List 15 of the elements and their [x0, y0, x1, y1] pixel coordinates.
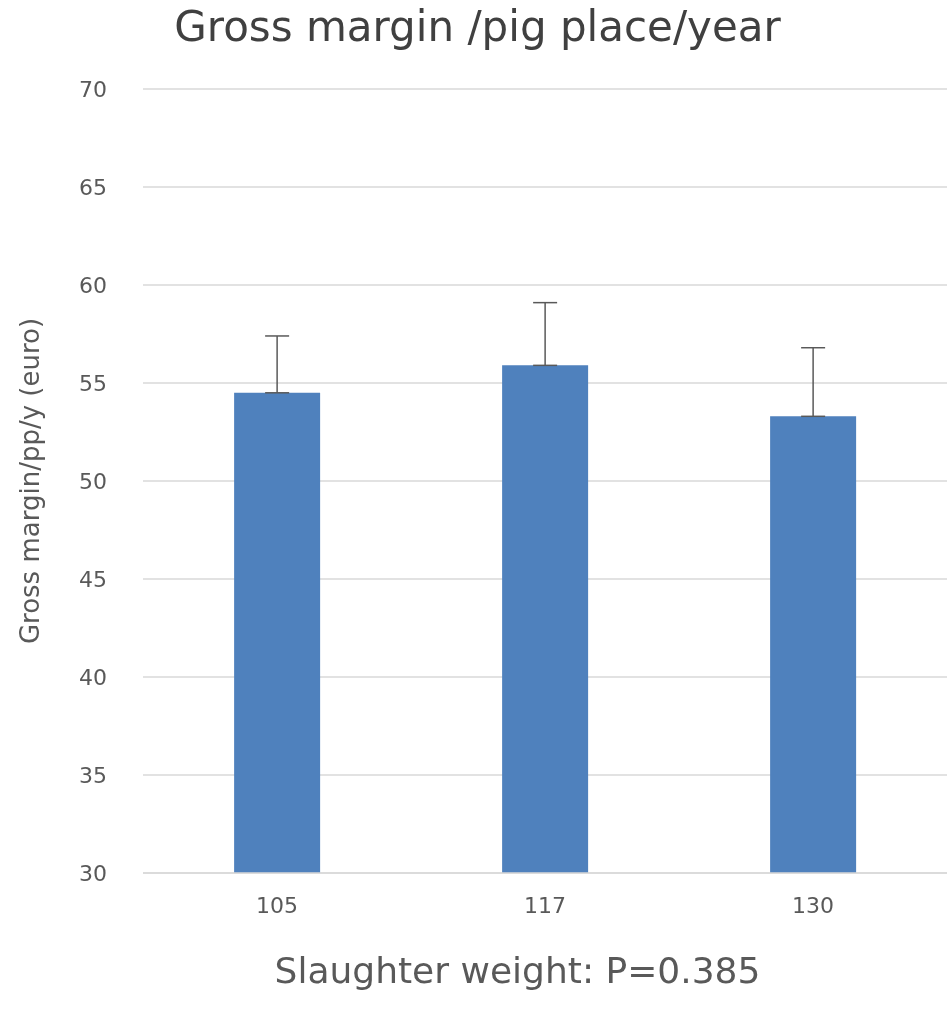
x-tick-label: 117 — [524, 892, 566, 918]
x-tick-label: 130 — [792, 892, 834, 918]
chart-title: Gross margin /pig place/year — [173, 2, 782, 51]
y-tick-label: 30 — [79, 860, 107, 886]
y-tick-label: 45 — [79, 566, 107, 592]
y-tick-label: 55 — [79, 370, 107, 396]
y-tick-label: 60 — [79, 272, 107, 298]
y-tick-label: 40 — [79, 664, 107, 690]
y-tick-label: 70 — [79, 76, 107, 102]
y-tick-label: 50 — [79, 468, 107, 494]
y-tick-label: 35 — [79, 762, 107, 788]
y-axis-title: Gross margin/pp/y (euro) — [15, 317, 46, 645]
x-tick-label: 105 — [256, 892, 298, 918]
y-tick-label: 65 — [79, 174, 107, 200]
x-axis-title: Slaughter weight: P=0.385 — [273, 950, 762, 991]
